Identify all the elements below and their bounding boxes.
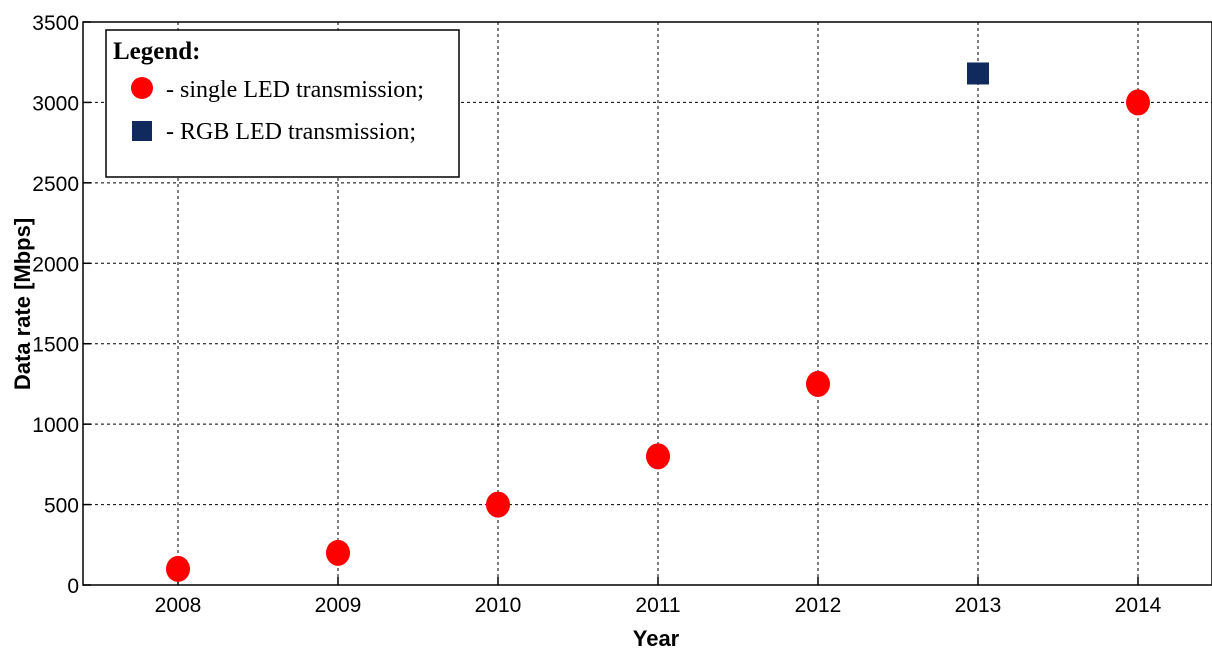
x-axis-label: Year: [633, 626, 680, 651]
legend-marker-circle: [131, 77, 153, 99]
data-point-circle: [326, 539, 350, 566]
legend: Legend: - single LED transmission; - RGB…: [105, 29, 460, 178]
axis-ticks: 2008 2009 2010 2011 2012 2013 2014 0 500 1000 1500…: [32, 12, 1161, 617]
x-tick-label: 2011: [635, 594, 680, 617]
data-point-circle: [646, 443, 670, 470]
legend-title: Legend:: [113, 38, 201, 65]
legend-marker-square: [132, 121, 152, 141]
x-tick-label: 2009: [315, 594, 362, 617]
data-point-circle: [1126, 89, 1150, 116]
legend-entry-label: - RGB LED transmission;: [166, 119, 416, 145]
y-axis-label: Data rate [Mbps]: [10, 218, 35, 390]
data-point-circle: [806, 370, 830, 397]
x-tick-label: 2014: [1115, 594, 1162, 617]
plot-area-frame: [82, 21, 1212, 586]
y-tick-label: 500: [44, 495, 79, 518]
x-tick-label: 2013: [955, 594, 1002, 617]
legend-entry-label: - single LED transmission;: [166, 77, 424, 103]
y-tick-label: 0: [67, 575, 79, 598]
x-tick-label: 2012: [795, 594, 842, 617]
data-point-square: [967, 62, 989, 85]
y-tick-label: 1500: [32, 334, 79, 357]
data-point-circle: [166, 555, 190, 582]
y-tick-label: 2500: [32, 173, 79, 196]
y-tick-label: 3000: [32, 92, 79, 115]
y-tick-label: 2000: [32, 253, 79, 276]
x-tick-label: 2010: [475, 594, 522, 617]
data-point-circle: [486, 491, 510, 518]
legend-box: [105, 29, 460, 178]
y-tick-label: 3500: [32, 12, 79, 35]
x-tick-label: 2008: [155, 594, 202, 617]
y-tick-label: 1000: [32, 414, 79, 437]
data-points: [166, 62, 1150, 582]
